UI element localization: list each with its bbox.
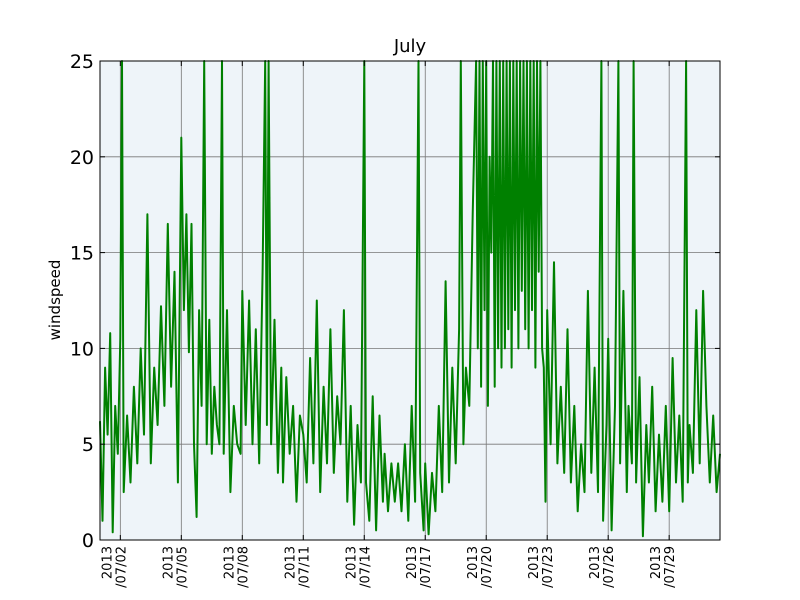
y-axis-label: windspeed [46, 260, 64, 341]
x-tick-label-year: 2013 [405, 546, 420, 579]
x-tick-label-date: /07/05 [175, 546, 190, 588]
x-tick-label-date: /07/20 [480, 546, 495, 588]
plot-frame [99, 60, 721, 541]
x-tick-label: 2013/07/17 [405, 546, 434, 588]
y-ticks: 0 5 10 15 20 25 [70, 51, 720, 552]
x-tick-label-year: 2013 [527, 546, 542, 579]
y-tick-label: 5 [82, 434, 94, 456]
x-tick-label: 2013/07/26 [588, 546, 617, 588]
y-tick-label: 20 [70, 147, 94, 169]
x-tick-label: 2013/07/29 [649, 546, 678, 588]
x-tick-label-year: 2013 [100, 546, 115, 579]
y-tick-label: 15 [70, 243, 94, 265]
x-tick-label-year: 2013 [649, 546, 664, 579]
x-tick-label: 2013/07/20 [466, 546, 495, 588]
y-tick-label: 25 [70, 51, 94, 73]
x-tick-label: 2013/07/02 [100, 546, 129, 588]
x-tick-label-date: /07/14 [358, 546, 373, 588]
x-tick-label: 2013/07/05 [161, 546, 190, 588]
x-tick-label: 2013/07/14 [344, 546, 373, 588]
x-tick-label-year: 2013 [588, 546, 603, 579]
x-tick-label-year: 2013 [283, 546, 298, 579]
x-tick-label-year: 2013 [161, 546, 176, 579]
x-tick-label-year: 2013 [222, 546, 237, 579]
x-tick-label-date: /07/08 [236, 546, 251, 588]
x-tick-label: 2013/07/23 [527, 546, 556, 588]
x-tick-label: 2013/07/08 [222, 546, 251, 588]
series-layer [99, 60, 721, 538]
x-tick-label-date: /07/17 [419, 546, 434, 588]
chart-title: July [393, 36, 427, 57]
x-tick-label-year: 2013 [466, 546, 481, 579]
x-tick-label-date: /07/02 [114, 546, 129, 588]
x-tick-label-year: 2013 [344, 546, 359, 579]
x-tick-label-date: /07/29 [663, 546, 678, 588]
series-line-1 [99, 60, 721, 538]
y-tick-label: 0 [82, 530, 94, 552]
x-ticks: 2013/07/02 2013/07/05 2013/07/08 2013/07/11… [100, 61, 678, 588]
x-tick-label-date: /07/23 [541, 546, 556, 588]
x-tick-label-date: /07/26 [602, 546, 617, 588]
x-tick-label: 2013/07/11 [283, 546, 312, 588]
y-tick-label: 10 [70, 338, 94, 360]
x-tick-label-date: /07/11 [297, 546, 312, 588]
